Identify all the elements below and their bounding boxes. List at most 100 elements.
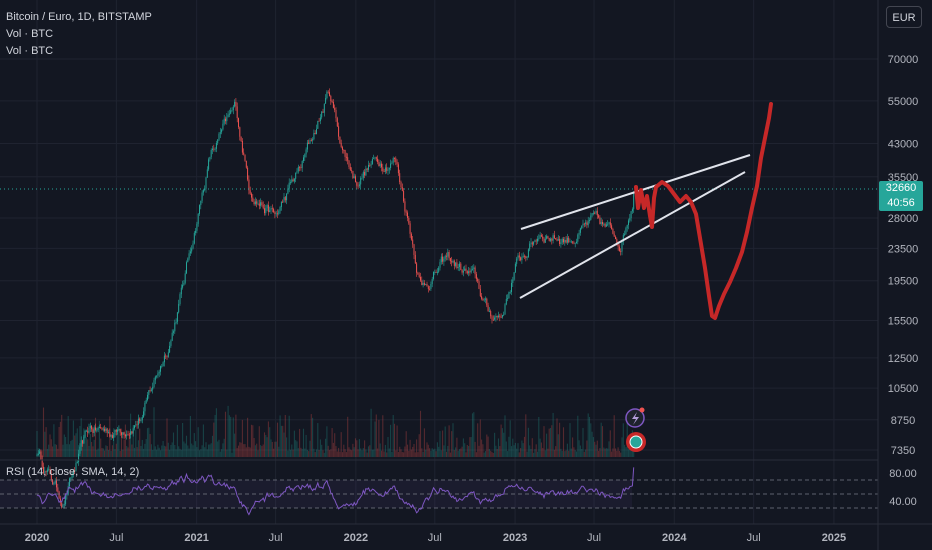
volume-bar (427, 444, 429, 457)
candle-body (310, 140, 312, 141)
volume-bar (104, 450, 106, 457)
volume-bar (330, 449, 332, 457)
volume-bar (517, 443, 519, 457)
volume-bar (76, 428, 78, 457)
candle-body (132, 428, 134, 434)
time-axis[interactable]: 2020 Jul 2021 Jul 2022 Jul 2023 Jul 2024 Jul 2025 (25, 532, 846, 544)
time-tick-label: Jul (587, 532, 601, 544)
volume-bar (465, 452, 467, 457)
candle-body (368, 164, 369, 170)
volume-bar (263, 432, 266, 457)
volume-bar (55, 444, 58, 457)
candle-body (72, 470, 74, 474)
volume-bar (379, 443, 381, 457)
grid (0, 0, 878, 524)
earnings-icon[interactable] (626, 432, 646, 452)
volume-bar (406, 444, 409, 457)
candle-body (630, 211, 632, 219)
rsi-title[interactable]: RSI (14, close, SMA, 14, 2) (6, 466, 140, 478)
candle-body (525, 256, 527, 258)
volume-bar (293, 430, 295, 457)
candle-body (460, 263, 462, 270)
candle-body (124, 434, 126, 437)
candle-body (616, 239, 618, 245)
volume-bar (128, 431, 130, 457)
volume-bar (304, 448, 306, 457)
volume-bar (227, 405, 229, 457)
rsi-axis[interactable]: 80.00 40.00 (889, 468, 917, 508)
candle-body (495, 315, 497, 318)
volume-bar (612, 448, 614, 457)
current-price-value: 32660 (885, 182, 917, 194)
candle-body (594, 212, 596, 214)
time-tick-label: 2023 (503, 532, 527, 544)
volume-bar (490, 450, 492, 457)
volume-bar (525, 414, 527, 457)
volume-bar (488, 448, 490, 457)
volume-bar (351, 450, 353, 457)
volume-bar (513, 445, 515, 457)
volume-legend-2[interactable]: Vol · BTC (6, 45, 54, 57)
volume-bar (460, 448, 462, 457)
volume-bar (443, 445, 445, 457)
volume-bar (275, 441, 277, 457)
candle-body (442, 256, 444, 262)
volume-legend-1[interactable]: Vol · BTC (6, 28, 54, 40)
volume-bar (432, 449, 435, 457)
volume-bar (495, 445, 497, 457)
candle-body (449, 258, 451, 262)
candle-body (537, 238, 538, 242)
volume-bar (305, 434, 307, 457)
volume-bar (608, 441, 610, 457)
volume-bar (67, 416, 69, 457)
candle-body (485, 298, 486, 300)
volume-bar (68, 444, 71, 457)
candle-body (214, 148, 216, 150)
candle-body (487, 305, 489, 312)
candle-body (244, 154, 246, 161)
currency-button[interactable]: EUR (886, 6, 922, 28)
projection-drawing[interactable] (634, 102, 773, 320)
volume-bar (568, 450, 570, 457)
candle-body (585, 222, 587, 225)
wedge-lower-trendline[interactable] (519, 171, 746, 299)
candle-body (63, 504, 65, 506)
volume-bar (347, 416, 349, 457)
candle-body (292, 179, 294, 182)
volume-bar (295, 440, 297, 457)
volume-bar (564, 451, 566, 457)
candle-body (566, 237, 568, 243)
candle-body (331, 100, 333, 103)
candle-body (629, 218, 631, 221)
lightning-icon[interactable] (625, 407, 645, 428)
volume-bar (426, 442, 428, 457)
candle-body (254, 201, 256, 205)
volume-bar (468, 446, 470, 457)
candle-body (626, 225, 628, 229)
volume-bar (466, 445, 468, 457)
candle-body (438, 267, 440, 272)
volume-bar (48, 444, 50, 457)
candle-body (217, 139, 219, 144)
volume-bar (384, 444, 386, 457)
volume-bar (553, 449, 555, 457)
volume-bar (291, 444, 293, 457)
candle-body (435, 272, 437, 273)
candle-body (66, 494, 68, 496)
symbol-title[interactable]: Bitcoin / Euro, 1D, BITSTAMP (6, 11, 152, 23)
candle-body (222, 123, 224, 130)
candle-body (386, 167, 388, 171)
volume-bar (262, 444, 264, 457)
price-axis[interactable]: 70000 55000 43000 35500 28000 23500 19500 15500… (888, 54, 919, 457)
volume-bar (140, 445, 142, 457)
candle-body (241, 141, 243, 153)
candle-body (275, 213, 277, 215)
volume-bar (393, 423, 396, 457)
volume-bar (102, 448, 104, 457)
candle-body (478, 281, 480, 289)
candle-body (182, 284, 184, 288)
candle-body (49, 469, 51, 474)
volume-bar (146, 428, 149, 457)
